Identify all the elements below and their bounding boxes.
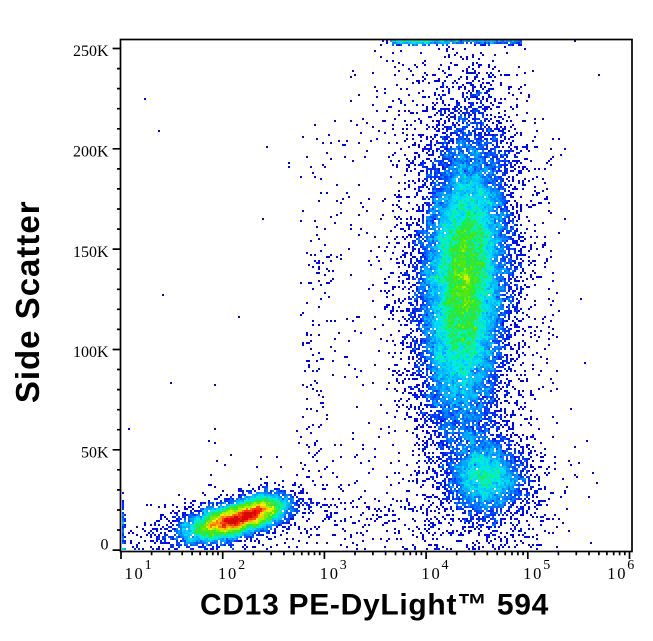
- svg-text:250K: 250K: [73, 43, 109, 60]
- svg-text:150K: 150K: [73, 244, 109, 261]
- svg-text:100K: 100K: [73, 344, 109, 361]
- svg-text:CD13 PE-DyLight™ 594: CD13 PE-DyLight™ 594: [200, 589, 549, 622]
- svg-text:Side Scatter: Side Scatter: [9, 200, 46, 403]
- svg-text:200K: 200K: [73, 144, 109, 161]
- svg-text:50K: 50K: [81, 445, 109, 462]
- svg-text:0: 0: [101, 536, 109, 553]
